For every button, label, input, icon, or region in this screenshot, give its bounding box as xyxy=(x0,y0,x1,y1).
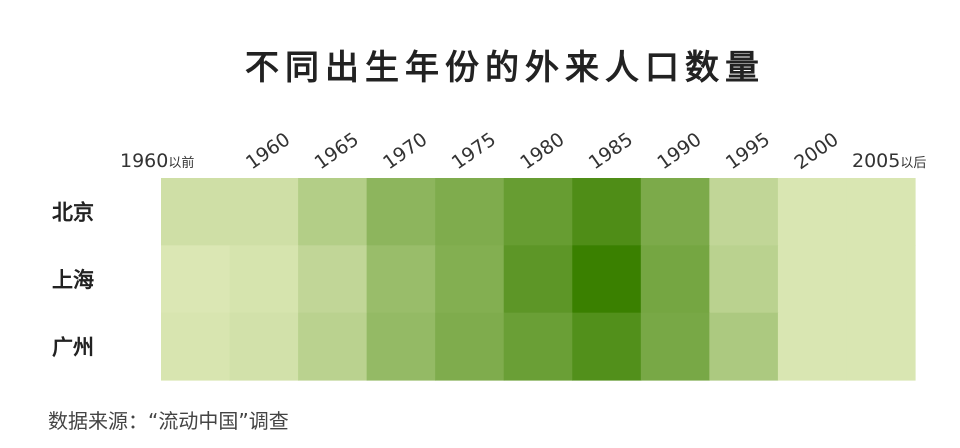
x-tick-label: 1965 xyxy=(311,128,363,174)
heatmap-cell xyxy=(435,312,505,381)
heatmap-cell xyxy=(503,178,573,246)
chart-title: 不同出生年份的外来人口数量 xyxy=(245,48,765,88)
x-tick-label: 1960 xyxy=(242,128,294,174)
heatmap-cell xyxy=(229,245,299,314)
x-tick-label: 1960以前 xyxy=(120,150,194,172)
heatmap-cell xyxy=(846,312,916,381)
heatmap-cell xyxy=(503,245,573,314)
heatmap-cell xyxy=(366,178,436,246)
x-tick-label: 1990 xyxy=(653,128,705,174)
heatmap-cell xyxy=(709,245,779,314)
heatmap-cell xyxy=(229,178,299,246)
heatmap-cell xyxy=(777,245,848,314)
heatmap-cell xyxy=(298,312,368,381)
y-tick-label: 北京 xyxy=(52,201,94,225)
x-tick-label: 1970 xyxy=(379,128,431,174)
heatmap-cell xyxy=(640,312,710,381)
x-tick-label: 1980 xyxy=(516,128,568,174)
heatmap-cell xyxy=(161,245,231,314)
heatmap-cell xyxy=(572,178,642,246)
heatmap-cell xyxy=(503,312,573,381)
x-axis-ticks: 1960以前 1960 1965 1970 1975 1980 1985 1990 1995 20… xyxy=(120,128,926,174)
heatmap-cell xyxy=(640,245,710,314)
data-source-note: 数据来源：“流动中国”调查 xyxy=(48,409,289,433)
heatmap-cell xyxy=(709,178,779,246)
heatmap-cell xyxy=(846,245,916,314)
heatmap-cell xyxy=(366,245,436,314)
heatmap-cell xyxy=(777,178,848,246)
heatmap-cell xyxy=(777,312,848,381)
x-tick-label: 2000 xyxy=(790,128,842,174)
y-tick-label: 上海 xyxy=(52,268,94,292)
heatmap-cell xyxy=(435,245,505,314)
x-tick-label: 1975 xyxy=(448,128,500,174)
heatmap-cell xyxy=(298,178,368,246)
x-tick-label: 1985 xyxy=(585,128,637,174)
heatmap-cell xyxy=(435,178,505,246)
heatmap-cell xyxy=(572,245,642,314)
heatmap-cells xyxy=(161,178,916,381)
x-tick-label: 1995 xyxy=(722,128,774,174)
y-tick-label: 广州 xyxy=(52,335,94,359)
heatmap-cell xyxy=(640,178,710,246)
heatmap-cell xyxy=(161,178,231,246)
heatmap-cell xyxy=(709,312,779,381)
heatmap-cell xyxy=(366,312,436,381)
heatmap-cell xyxy=(161,312,231,381)
heatmap-cell xyxy=(846,178,916,246)
heatmap-cell xyxy=(298,245,368,314)
heatmap-cell xyxy=(572,312,642,381)
heatmap-cell xyxy=(229,312,299,381)
x-tick-label: 2005以后 xyxy=(852,150,926,172)
